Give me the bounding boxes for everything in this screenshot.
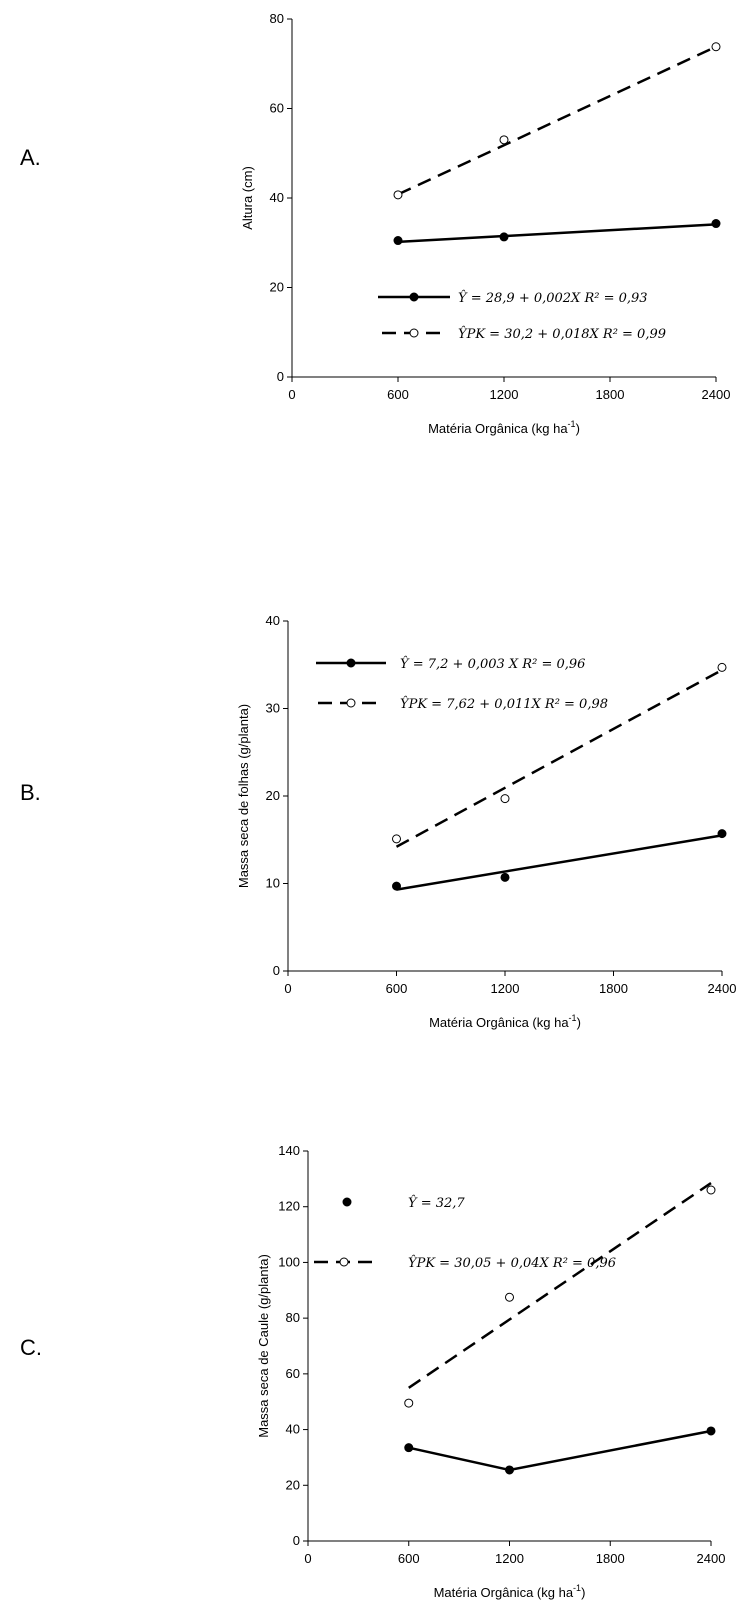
legend-marker — [346, 698, 356, 708]
legend-label: Ŷ = 32,7 — [408, 1195, 465, 1211]
legend-marker — [339, 1257, 349, 1267]
x-tick-label: 600 — [398, 1551, 420, 1566]
y-tick-label: 120 — [278, 1199, 300, 1214]
data-point — [499, 232, 509, 242]
data-point — [500, 794, 510, 804]
fit-line — [396, 834, 723, 891]
fit-line — [408, 1182, 712, 1389]
y-tick-label: 60 — [286, 1366, 300, 1381]
x-axis-label-part: -1 — [573, 1583, 581, 1593]
y-axis-label: Massa seca de folhas (g/planta) — [236, 704, 251, 888]
x-tick-label: 2400 — [697, 1551, 726, 1566]
legend-marker — [342, 1197, 352, 1207]
x-axis-label-part: Matéria Orgânica (kg ha — [429, 1015, 569, 1030]
x-axis-label-part: ) — [577, 1015, 581, 1030]
x-axis-label-part: Matéria Orgânica (kg ha — [428, 421, 568, 436]
x-tick-label: 1800 — [599, 981, 628, 996]
y-tick-label: 0 — [277, 369, 284, 384]
y-tick-label: 40 — [286, 1422, 300, 1437]
y-tick-label: 30 — [266, 701, 280, 716]
y-tick-label: 100 — [278, 1254, 300, 1269]
data-point — [393, 190, 403, 200]
y-tick-label: 80 — [270, 11, 284, 26]
x-axis-label: Matéria Orgânica (kg ha-1) — [428, 419, 580, 436]
legend-marker — [409, 292, 419, 302]
panel-label: A. — [20, 145, 41, 170]
x-tick-label: 1800 — [596, 387, 625, 402]
y-tick-label: 80 — [286, 1310, 300, 1325]
legend-label: ŶPK = 7,62 + 0,011X R² = 0,98 — [400, 696, 608, 712]
legend-marker — [409, 328, 419, 338]
x-axis-label-part: ) — [581, 1585, 585, 1600]
x-axis-label-part: ) — [576, 421, 580, 436]
data-point — [717, 662, 727, 672]
x-tick-label: 1200 — [490, 387, 519, 402]
x-tick-label: 2400 — [702, 387, 731, 402]
fit-line — [397, 45, 717, 196]
data-point — [499, 135, 509, 145]
data-point — [706, 1185, 716, 1195]
panel-label: B. — [20, 780, 41, 805]
y-tick-label: 10 — [266, 876, 280, 891]
data-point — [717, 829, 727, 839]
y-tick-label: 0 — [293, 1533, 300, 1548]
x-axis-label: Matéria Orgânica (kg ha-1) — [434, 1583, 586, 1600]
data-point — [505, 1292, 514, 1302]
y-tick-label: 20 — [266, 788, 280, 803]
x-tick-label: 0 — [284, 981, 291, 996]
y-tick-label: 40 — [266, 613, 280, 628]
x-tick-label: 1200 — [491, 981, 520, 996]
x-axis-label-part: Matéria Orgânica (kg ha — [434, 1585, 574, 1600]
legend-label: Ŷ = 7,2 + 0,003 X R² = 0,96 — [400, 656, 585, 672]
x-tick-label: 2400 — [708, 981, 737, 996]
y-tick-label: 60 — [270, 101, 284, 116]
x-axis-label-part: -1 — [568, 419, 576, 429]
series-line — [408, 1429, 712, 1472]
fit-line — [395, 668, 723, 848]
legend-label: ŶPK = 30,2 + 0,018X R² = 0,99 — [458, 326, 666, 342]
data-point — [404, 1443, 414, 1453]
data-point — [500, 872, 510, 882]
y-axis-label: Altura (cm) — [240, 166, 255, 230]
y-tick-label: 20 — [270, 280, 284, 295]
y-tick-label: 40 — [270, 190, 284, 205]
panel-label: C. — [20, 1335, 42, 1360]
data-point — [392, 881, 401, 891]
y-tick-label: 0 — [273, 963, 280, 978]
data-point — [711, 219, 721, 229]
data-point — [393, 236, 403, 246]
legend-marker — [346, 658, 356, 668]
x-tick-label: 1200 — [495, 1551, 524, 1566]
data-point — [505, 1465, 514, 1475]
x-tick-label: 600 — [387, 387, 409, 402]
data-point — [706, 1426, 716, 1436]
legend-label: Ŷ = 28,9 + 0,002X R² = 0,93 — [458, 290, 648, 306]
fit-line — [397, 223, 717, 244]
x-tick-label: 1800 — [596, 1551, 625, 1566]
y-tick-label: 20 — [286, 1477, 300, 1492]
legend-label: ŶPK = 30,05 + 0,04X R² = 0,96 — [408, 1255, 616, 1271]
y-axis-label: Massa seca de Caule (g/planta) — [256, 1254, 271, 1438]
x-axis-label: Matéria Orgânica (kg ha-1) — [429, 1013, 581, 1030]
x-tick-label: 0 — [304, 1551, 311, 1566]
x-tick-label: 0 — [288, 387, 295, 402]
x-axis-label-part: -1 — [569, 1013, 577, 1023]
data-point — [711, 42, 721, 52]
x-tick-label: 600 — [386, 981, 408, 996]
y-tick-label: 140 — [278, 1143, 300, 1158]
data-point — [392, 834, 401, 844]
data-point — [404, 1398, 414, 1408]
